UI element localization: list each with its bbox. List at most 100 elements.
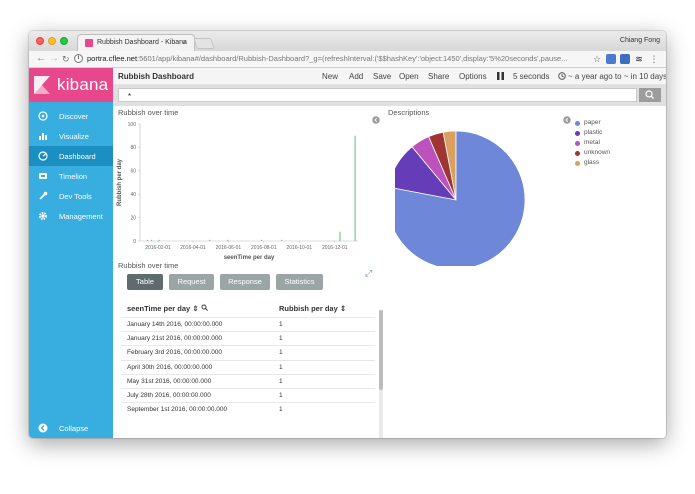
forward-icon[interactable]: →	[49, 53, 59, 64]
address-bar: ← → ↻ i portra.cflee.net:5601/app/kibana…	[29, 51, 666, 68]
pie-slice-plastic[interactable]	[395, 146, 458, 201]
legend-item-glass[interactable]: glass	[575, 159, 635, 169]
legend-dot	[575, 131, 580, 136]
dashboard-icon	[38, 151, 48, 161]
url-field[interactable]: i portra.cflee.net:5601/app/kibana#/dash…	[74, 53, 590, 66]
expand-icon[interactable]: ⤢	[365, 268, 373, 278]
search-icon[interactable]	[201, 304, 208, 313]
table-cell: April 30th 2016, 00:00:00.000	[127, 363, 213, 371]
legend-toggle-icon[interactable]	[372, 116, 380, 126]
menu-share-button[interactable]: Share	[428, 72, 450, 81]
column-header-rubbish[interactable]: Rubbish per day ⇕	[279, 304, 347, 313]
kibana-sidebar: kibana Discover Visualize Dashboard Time…	[29, 68, 113, 438]
sidebar-collapse-button[interactable]: Collapse	[29, 418, 113, 438]
back-icon[interactable]: ←	[36, 53, 46, 64]
search-button[interactable]	[639, 88, 661, 102]
kibana-wordmark: kibana	[57, 75, 109, 94]
descriptions-pie-chart[interactable]	[395, 116, 545, 266]
legend-item-metal[interactable]: metal	[575, 139, 635, 149]
rubbish-over-time-chart[interactable]: 0 20 40 60 80 100 2016-02-01 2016-04-01 2016-06-…	[113, 116, 383, 266]
chart-bar[interactable]	[209, 239, 211, 241]
sidebar-item-dev-tools[interactable]: Dev Tools	[29, 186, 113, 206]
x-tick-label: 2016-06-01	[216, 245, 242, 251]
chart-bar[interactable]	[339, 231, 341, 241]
sidebar-item-timelion[interactable]: Timelion	[29, 166, 113, 186]
chart-bar[interactable]	[151, 239, 153, 241]
legend-toggle-icon[interactable]	[563, 116, 571, 126]
menu-new-button[interactable]: New	[322, 72, 339, 81]
clock-icon[interactable]	[558, 72, 566, 82]
table-cell: September 1st 2016, 00:00:00.000	[127, 406, 228, 414]
chart-bar[interactable]	[158, 239, 160, 241]
chart-bar[interactable]	[281, 239, 283, 241]
table-cell: 1	[279, 377, 283, 385]
tab-close-button[interactable]: ×	[182, 38, 187, 47]
legend-item-paper[interactable]: paper	[575, 119, 635, 129]
table-cell: 1	[279, 335, 283, 343]
extension-blue-icon[interactable]	[620, 54, 630, 64]
time-range-picker[interactable]: ~ a year ago to ~ in 10 days	[568, 72, 666, 81]
pie-slice-paper[interactable]	[395, 130, 526, 266]
kibana-main: Rubbish Dashboard New Add Save Open Shar…	[113, 68, 666, 438]
panel-title: Rubbish over time	[118, 108, 179, 117]
pause-icon[interactable]	[497, 72, 504, 82]
column-header-seentime[interactable]: seenTime per day ⇕	[127, 304, 208, 313]
search-input[interactable]: *	[118, 88, 637, 102]
legend-item-unknown[interactable]: unknown	[575, 149, 635, 159]
gear-icon	[38, 211, 48, 221]
table-cell: 1	[279, 349, 283, 357]
legend-label: metal	[584, 139, 600, 146]
x-tick-label: 2016-04-01	[180, 245, 206, 251]
scrollbar-thumb[interactable]	[379, 310, 383, 390]
legend-label: paper	[584, 119, 601, 126]
inspector-request-button[interactable]: Request	[169, 274, 214, 290]
sidebar-item-dashboard[interactable]: Dashboard	[29, 146, 113, 166]
inspector-toolbar: Table Request Response Statistics	[127, 274, 327, 290]
menu-add-button[interactable]: Add	[349, 72, 364, 81]
sidebar-item-visualize[interactable]: Visualize	[29, 126, 113, 146]
legend-label: unknown	[584, 149, 611, 156]
extension-layers-icon[interactable]: ≋	[635, 54, 643, 64]
sidebar-item-label: Discover	[59, 112, 89, 121]
reload-icon[interactable]: ↻	[62, 54, 70, 64]
chrome-menu-icon[interactable]: ⋮	[649, 54, 659, 64]
zoom-window-button[interactable]	[60, 37, 68, 45]
table-cell: 1	[279, 363, 283, 371]
inspector-table-button[interactable]: Table	[127, 274, 163, 290]
browser-titlebar: Rubbish Dashboard - Kibana × Chiang Fong	[29, 31, 666, 51]
x-tick-label: 2016-10-01	[286, 245, 312, 251]
extension-calendar-icon[interactable]	[606, 54, 616, 64]
profile-name[interactable]: Chiang Fong	[619, 37, 660, 44]
menu-open-button[interactable]: Open	[399, 72, 419, 81]
info-icon[interactable]: i	[74, 54, 83, 63]
chart-bar[interactable]	[354, 135, 356, 241]
chart-bar[interactable]	[260, 239, 262, 241]
browser-window: Rubbish Dashboard - Kibana × Chiang Fong…	[29, 31, 666, 438]
timelion-icon	[38, 171, 48, 181]
kibana-favicon-icon	[85, 39, 93, 47]
menu-options-button[interactable]: Options	[459, 72, 487, 81]
kibana-logo-icon	[34, 76, 50, 94]
kibana-brand[interactable]: kibana	[29, 68, 113, 102]
legend-dot	[575, 161, 580, 166]
collapse-label: Collapse	[59, 424, 89, 433]
sidebar-item-management[interactable]: Management	[29, 206, 113, 226]
legend-label: glass	[584, 159, 600, 166]
table-scrollbar[interactable]	[379, 310, 383, 438]
new-tab-button[interactable]	[192, 38, 216, 49]
table-cell: January 14th 2016, 00:00:00.000	[127, 321, 223, 328]
inspector-response-button[interactable]: Response	[220, 274, 270, 290]
star-icon[interactable]: ☆	[592, 54, 602, 64]
collapse-icon	[38, 423, 48, 433]
url-host: portra.cflee.net	[87, 54, 138, 63]
minimize-window-button[interactable]	[48, 37, 56, 45]
chart-bar[interactable]	[147, 239, 149, 241]
refresh-interval[interactable]: 5 seconds	[513, 72, 550, 81]
sidebar-item-discover[interactable]: Discover	[29, 106, 113, 126]
chart-bar[interactable]	[227, 239, 229, 241]
legend-item-plastic[interactable]: plastic	[575, 129, 635, 139]
close-window-button[interactable]	[36, 37, 44, 45]
browser-tab[interactable]: Rubbish Dashboard - Kibana ×	[77, 34, 195, 51]
inspector-statistics-button[interactable]: Statistics	[276, 274, 323, 290]
menu-save-button[interactable]: Save	[373, 72, 392, 81]
